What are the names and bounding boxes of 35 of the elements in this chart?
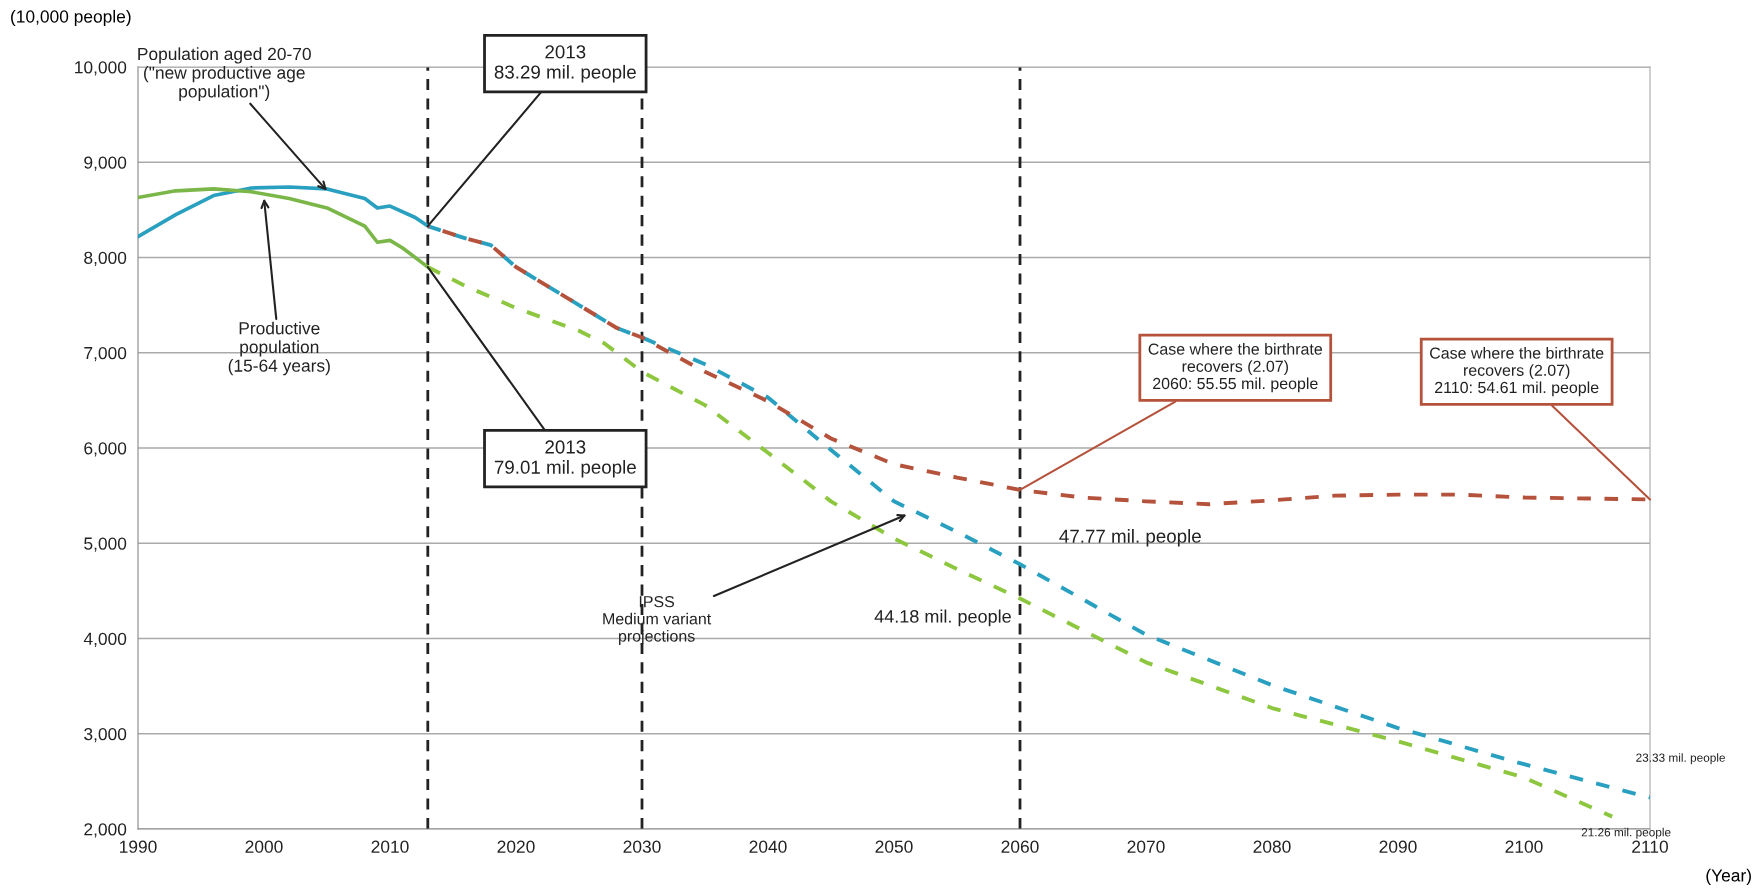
y-tick-label: 5,000	[84, 537, 127, 552]
x-tick-label: 2020	[497, 840, 535, 853]
y-tick-label: 9,000	[84, 156, 127, 171]
annotation: IPSS Medium variant projections	[603, 596, 712, 645]
annotation: Case where the birthrate recovers (2.07) 2110: 54.61 mil. people	[1430, 347, 1604, 397]
annotation: Population aged 20-70 ("new productive age population")	[138, 47, 311, 101]
annotation: 2013 83.29 mil. people	[494, 45, 636, 83]
annotation: Productive population (15-64 years)	[228, 321, 330, 376]
annotation: Case where the birthrate recovers (2.07) 2060: 55.55 mil. people	[1148, 343, 1323, 393]
annotation: 47.77 mil. people	[1059, 529, 1201, 547]
annotation: 23.33 mil. people	[1636, 753, 1725, 765]
x-tick-label: 2030	[623, 840, 661, 853]
y-tick-label: 10,000	[75, 61, 127, 76]
y-tick-label: 3,000	[84, 727, 127, 743]
x-tick-label: 2060	[1001, 840, 1039, 853]
y-tick-label: 8,000	[84, 251, 127, 267]
y-tick-label: 4,000	[83, 632, 127, 648]
x-tick-label: 2050	[875, 840, 913, 853]
x-tick-label: 2080	[1253, 840, 1291, 853]
annotation: 2013 79.01 mil. people	[494, 440, 636, 478]
x-tick-label: 2000	[245, 840, 283, 853]
annotation: 44.18 mil. people	[874, 609, 1011, 627]
x-tick-label: 2090	[1379, 840, 1417, 853]
annotation: 21.26 mil. people	[1581, 827, 1671, 839]
x-tick-label: 1990	[120, 840, 157, 853]
x-tick-label: 2010	[371, 840, 409, 853]
x-tick-label: 2040	[749, 840, 787, 853]
x-tick-label: 2070	[1127, 840, 1165, 853]
y-tick-label: 6,000	[84, 442, 127, 457]
y-tick-label: 7,000	[84, 346, 127, 362]
x-tick-label: 2100	[1505, 840, 1543, 853]
y-axis-title: (10,000 people)	[11, 9, 131, 27]
x-axis-title: (Year)	[1706, 868, 1751, 885]
x-tick-label: 2110	[1632, 840, 1668, 853]
y-tick-label: 2,000	[84, 823, 127, 838]
